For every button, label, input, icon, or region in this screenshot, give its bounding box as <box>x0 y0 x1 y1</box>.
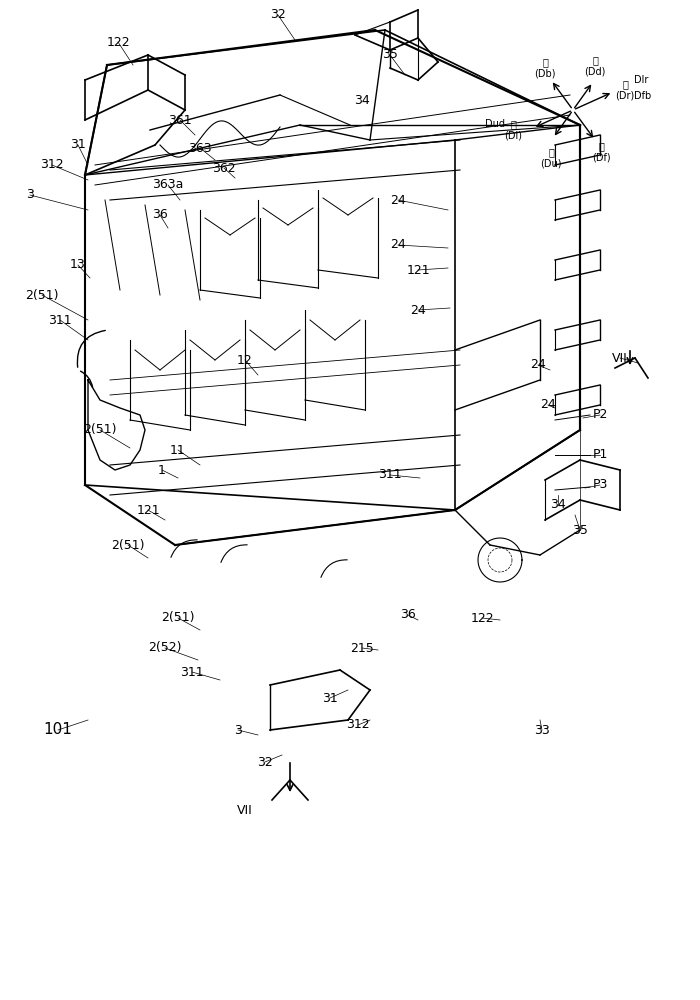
Text: 311: 311 <box>48 314 72 326</box>
Text: 下
(Dd): 下 (Dd) <box>584 55 606 77</box>
Text: VII: VII <box>612 352 628 364</box>
Text: 363: 363 <box>188 141 212 154</box>
Text: 24: 24 <box>390 238 406 251</box>
Text: 31: 31 <box>70 138 86 151</box>
Text: 上
(Du): 上 (Du) <box>540 147 561 169</box>
Text: 13: 13 <box>70 258 86 271</box>
Text: 前
(Df): 前 (Df) <box>592 141 610 163</box>
Text: 24: 24 <box>410 304 426 316</box>
Text: 24: 24 <box>540 398 556 412</box>
Text: 312: 312 <box>40 158 64 172</box>
Text: P1: P1 <box>592 448 608 462</box>
Text: 121: 121 <box>136 504 160 516</box>
Text: 2(51): 2(51) <box>83 424 117 436</box>
Text: 122: 122 <box>470 611 494 624</box>
Text: 312: 312 <box>346 718 370 732</box>
Text: 34: 34 <box>354 94 370 106</box>
Text: 2(51): 2(51) <box>25 288 59 302</box>
Text: 34: 34 <box>550 498 566 512</box>
Text: 121: 121 <box>406 263 430 276</box>
Text: 1: 1 <box>158 464 166 477</box>
Text: 122: 122 <box>106 35 130 48</box>
Text: Dlr: Dlr <box>634 75 648 85</box>
Text: 左
(Dl): 左 (Dl) <box>504 119 522 141</box>
Text: 32: 32 <box>270 8 286 21</box>
Text: 24: 24 <box>530 359 546 371</box>
Text: 12: 12 <box>237 354 253 366</box>
Text: Dud: Dud <box>485 119 505 129</box>
Text: 33: 33 <box>534 724 550 736</box>
Text: 311: 311 <box>180 666 204 678</box>
Text: 右
(Dr): 右 (Dr) <box>615 79 635 101</box>
Text: 2(52): 2(52) <box>148 642 182 654</box>
Text: 3: 3 <box>26 188 34 202</box>
Text: 31: 31 <box>322 692 338 704</box>
Text: 362: 362 <box>212 161 236 174</box>
Text: 35: 35 <box>572 524 588 536</box>
Text: 36: 36 <box>152 209 168 222</box>
Text: 36: 36 <box>400 608 416 621</box>
Text: 363a: 363a <box>153 178 183 192</box>
Text: P3: P3 <box>592 479 608 491</box>
Text: 101: 101 <box>43 722 72 738</box>
Text: 2(51): 2(51) <box>161 611 195 624</box>
Text: P2: P2 <box>592 408 608 422</box>
Text: 361: 361 <box>168 113 192 126</box>
Text: 32: 32 <box>257 756 273 768</box>
Text: 311: 311 <box>378 468 402 482</box>
Text: 11: 11 <box>170 444 186 456</box>
Text: VII: VII <box>237 804 253 816</box>
Text: Dfb: Dfb <box>634 91 652 101</box>
Text: 後
(Db): 後 (Db) <box>534 57 556 79</box>
Text: 3: 3 <box>234 724 242 736</box>
Text: 35: 35 <box>382 48 398 62</box>
Text: 215: 215 <box>350 642 374 654</box>
Text: 2(51): 2(51) <box>111 538 145 552</box>
Text: 24: 24 <box>390 194 406 207</box>
